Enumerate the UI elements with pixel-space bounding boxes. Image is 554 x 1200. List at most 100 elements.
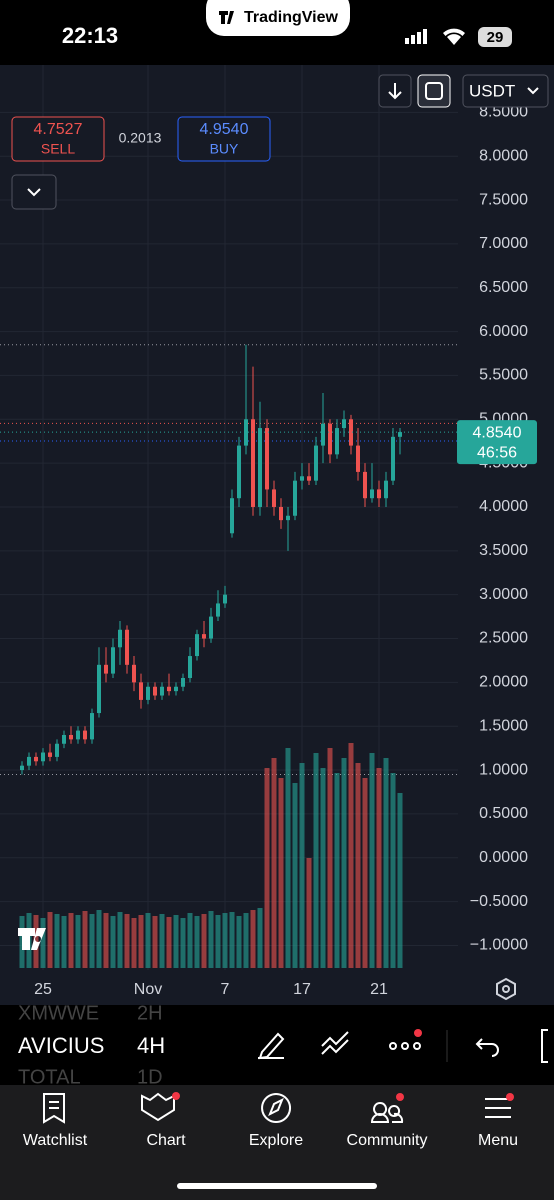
candle-body bbox=[181, 677, 185, 687]
nav-label[interactable]: Chart bbox=[146, 1132, 186, 1149]
currency-button[interactable] bbox=[462, 74, 549, 108]
volume-bar bbox=[222, 913, 228, 968]
more-icon-dot[interactable] bbox=[401, 1042, 409, 1050]
watermark-logo bbox=[18, 928, 46, 950]
candle-body bbox=[216, 603, 220, 617]
volume-bar bbox=[376, 768, 382, 968]
candle-body bbox=[286, 515, 290, 521]
y-tick-label: 8.5000 bbox=[479, 104, 528, 121]
volume-bar bbox=[180, 918, 186, 968]
candle-body bbox=[146, 686, 150, 700]
spread: 0.2013 bbox=[119, 130, 162, 146]
candle-body bbox=[76, 730, 80, 740]
nav-icon[interactable] bbox=[43, 1093, 65, 1124]
nav-label[interactable]: Community bbox=[347, 1132, 428, 1149]
settings-icon-dot bbox=[502, 985, 510, 993]
chart-layer: 8.5000 8.0000 7.5000 7.0000 6.5000 6.0000 5.50… bbox=[0, 65, 537, 1001]
last-price-tag bbox=[457, 420, 537, 465]
candle-body bbox=[48, 752, 52, 757]
volume-bar bbox=[292, 783, 298, 968]
indicators-icon[interactable] bbox=[321, 1031, 349, 1055]
clock: 22:13 bbox=[62, 23, 118, 48]
candle-body bbox=[104, 664, 108, 674]
app-name: TradingView bbox=[244, 9, 339, 26]
volume-bar bbox=[138, 915, 144, 968]
volume-bar bbox=[194, 916, 200, 968]
candle-body bbox=[384, 480, 388, 499]
sell-button[interactable] bbox=[11, 116, 105, 162]
app-pill bbox=[206, 0, 350, 36]
volume-bar bbox=[236, 916, 242, 968]
candle-body bbox=[356, 445, 360, 472]
last-price-label: 4.8540 bbox=[473, 424, 522, 441]
nav-icon[interactable] bbox=[141, 1092, 175, 1122]
y-tick-label: 1.5000 bbox=[479, 717, 528, 734]
buy-price: 4.9540 bbox=[200, 121, 249, 138]
collapse-button[interactable] bbox=[11, 174, 57, 210]
interval[interactable]: 4H bbox=[137, 1033, 165, 1058]
volume-bar bbox=[117, 912, 123, 968]
candle-body bbox=[139, 682, 143, 700]
volume-bar bbox=[124, 914, 130, 968]
down-arrow bbox=[388, 83, 402, 100]
volume-bar bbox=[320, 768, 326, 968]
undo-icon[interactable] bbox=[475, 1038, 499, 1057]
prev-interval: 2H bbox=[137, 1002, 163, 1024]
settings-icon[interactable] bbox=[496, 977, 516, 1001]
volume-bar bbox=[264, 768, 270, 968]
candle-body bbox=[314, 445, 318, 481]
fullscreen-icon bbox=[425, 82, 443, 100]
volume-bar bbox=[327, 748, 333, 968]
volume-bar bbox=[215, 915, 221, 968]
candle-body bbox=[153, 686, 157, 696]
volume-bar bbox=[306, 858, 312, 968]
candle-body bbox=[279, 506, 283, 521]
candle-body bbox=[370, 489, 374, 499]
candle-body bbox=[237, 445, 241, 499]
candle-body bbox=[321, 423, 325, 446]
volume-bar bbox=[131, 918, 137, 968]
nav-icon[interactable] bbox=[370, 1102, 404, 1123]
nav-bar bbox=[0, 1085, 554, 1200]
candle-body bbox=[195, 634, 199, 657]
y-tick-label: 0.5000 bbox=[479, 805, 528, 822]
volume-bar bbox=[82, 911, 88, 968]
volume-bar bbox=[369, 753, 375, 968]
candle-body bbox=[342, 419, 346, 429]
volume-bar bbox=[89, 914, 95, 968]
candle-body bbox=[188, 656, 192, 678]
nav-label[interactable]: Explore bbox=[249, 1132, 303, 1149]
y-tick-label: 1.0000 bbox=[479, 761, 528, 778]
candle-body bbox=[132, 664, 136, 683]
fullscreen-button[interactable] bbox=[417, 74, 451, 108]
candle-body bbox=[230, 498, 234, 534]
volume-bar bbox=[334, 773, 340, 968]
y-tick-label: 0.0000 bbox=[479, 849, 528, 866]
chart-buttons: USDT 4.7527 SELL 0.2013 4.9540 BUY bbox=[11, 74, 549, 210]
notification-dot bbox=[506, 1093, 514, 1101]
redo-icon[interactable] bbox=[541, 1029, 548, 1063]
candle-body bbox=[111, 647, 115, 674]
candle-body bbox=[20, 765, 24, 771]
draw-tool-icon[interactable] bbox=[258, 1032, 285, 1060]
nav-label[interactable]: Watchlist bbox=[23, 1132, 88, 1149]
buy-button[interactable] bbox=[177, 116, 271, 162]
candle-body bbox=[265, 428, 269, 490]
candle-body bbox=[258, 428, 262, 507]
volume-bar bbox=[250, 910, 256, 968]
x-tick-label: 21 bbox=[370, 981, 388, 998]
nav-icon[interactable] bbox=[261, 1093, 292, 1123]
candle-body bbox=[125, 629, 129, 665]
candle-body bbox=[118, 629, 122, 648]
volume-bar bbox=[362, 778, 368, 968]
y-tick-label: 8.0000 bbox=[479, 147, 528, 164]
volume-bar bbox=[355, 763, 361, 968]
collapse-chevron bbox=[27, 188, 41, 197]
candle-body bbox=[34, 756, 38, 762]
nav-label[interactable]: Menu bbox=[478, 1132, 518, 1149]
volume-bar bbox=[103, 913, 109, 968]
symbol[interactable]: AVICIUS bbox=[18, 1033, 104, 1058]
x-tick-label: Nov bbox=[134, 981, 162, 998]
volume-bar bbox=[96, 910, 102, 968]
